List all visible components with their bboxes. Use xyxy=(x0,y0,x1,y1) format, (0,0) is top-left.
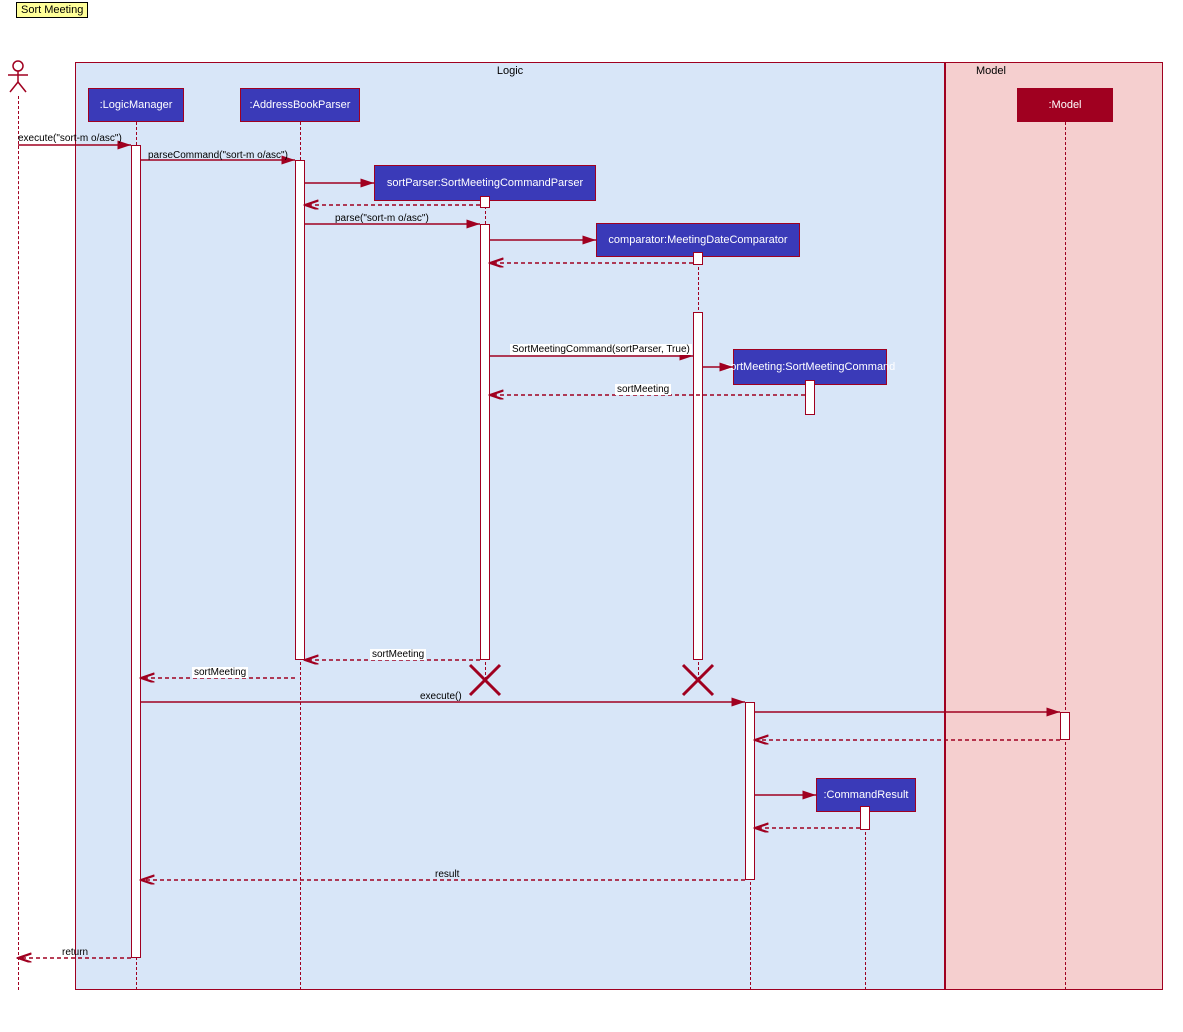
msg-execute2: execute() xyxy=(420,691,462,702)
msg-execute: execute("sort-m o/asc") xyxy=(18,133,122,144)
activation-sortmeeting-sm xyxy=(805,380,815,415)
participant-addressbookparser: :AddressBookParser xyxy=(240,88,360,122)
activation-logicmgr xyxy=(131,145,141,958)
participant-logicmanager: :LogicManager xyxy=(88,88,184,122)
activation-sortparser-sm xyxy=(480,196,490,208)
activation-comparator-sm xyxy=(693,252,703,265)
actor xyxy=(6,60,30,97)
msg-result: result xyxy=(435,869,459,880)
frame-model: Model xyxy=(945,62,1163,990)
msg-return: return xyxy=(62,947,88,958)
msg-parse: parse("sort-m o/asc") xyxy=(335,213,429,224)
msg-sortmeeting-ret3: sortMeeting xyxy=(192,667,248,678)
msg-sortmeeting-ret1: sortMeeting xyxy=(615,384,671,395)
frame-logic-label: Logic xyxy=(497,65,523,77)
lifeline-actor xyxy=(18,96,19,990)
lifeline-model xyxy=(1065,122,1066,990)
frame-logic: Logic xyxy=(75,62,945,990)
msg-sortmeeting-ret2: sortMeeting xyxy=(370,649,426,660)
diagram-title: Sort Meeting xyxy=(16,2,88,18)
activation-cmdresult xyxy=(860,806,870,830)
frame-model-label: Model xyxy=(976,65,1006,77)
participant-model: :Model xyxy=(1017,88,1113,122)
lifeline-commandresult xyxy=(865,812,866,990)
msg-parsecommand: parseCommand("sort-m o/asc") xyxy=(148,150,288,161)
activation-model xyxy=(1060,712,1070,740)
activation-sortparser xyxy=(480,224,490,660)
msg-sortmeetingcmd: SortMeetingCommand(sortParser, True) xyxy=(510,344,692,355)
activation-abparser xyxy=(295,160,305,660)
activation-sortmeeting2 xyxy=(745,702,755,880)
activation-comparator xyxy=(693,312,703,660)
